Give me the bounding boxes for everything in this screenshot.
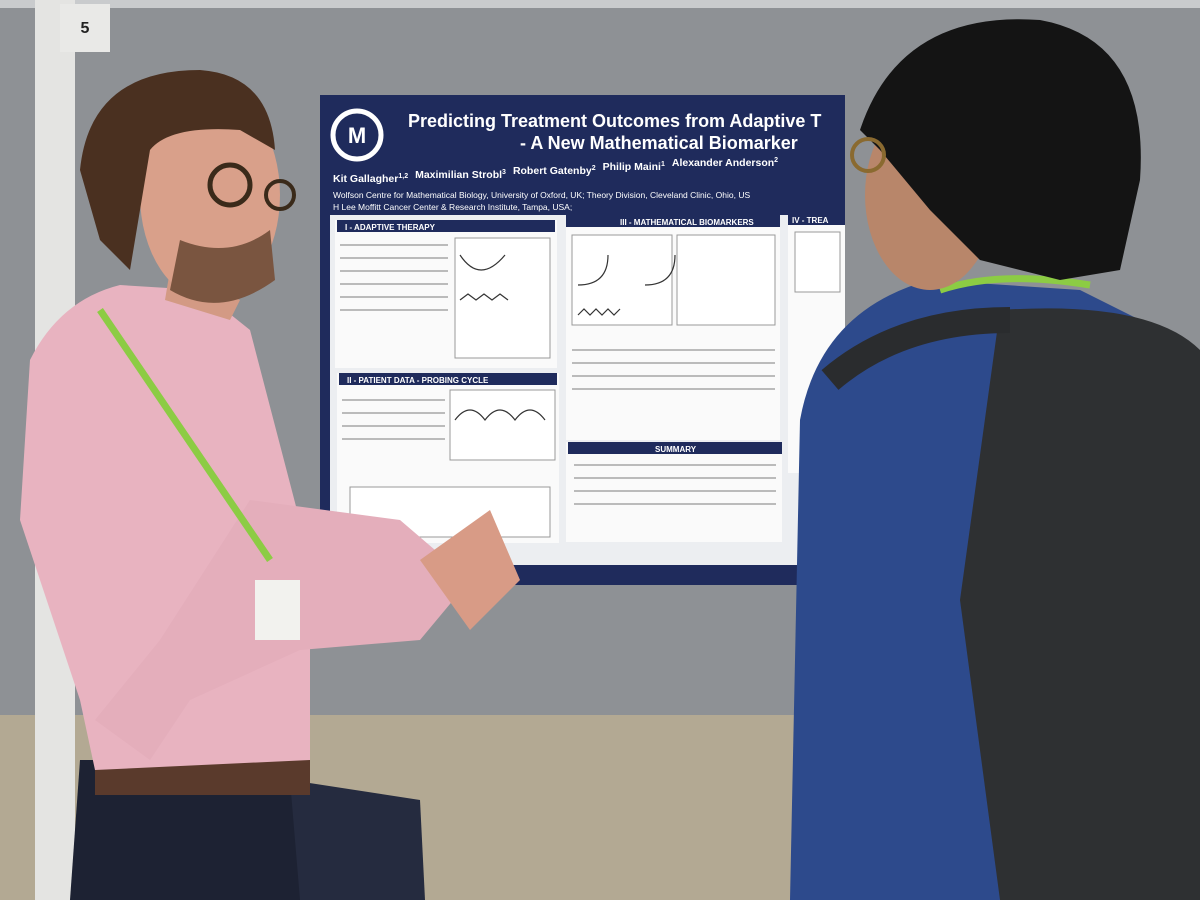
affiliation: H Lee Moffitt Cancer Center & Research I… — [333, 202, 572, 212]
board-number: 5 — [81, 20, 90, 37]
author-affiliation-mark: 1 — [661, 161, 665, 168]
author-affiliation-mark: 1,2 — [398, 173, 408, 180]
poster-curves — [454, 254, 676, 421]
author-name: Maximilian Strobl — [415, 169, 502, 181]
poster-plots — [349, 231, 841, 538]
visitor — [790, 19, 1200, 900]
author-name: Robert Gatenby — [513, 165, 592, 177]
section-header: IV - TREA — [792, 216, 829, 225]
author-affiliation-mark: 2 — [592, 165, 596, 172]
section-header: SUMMARY — [655, 445, 697, 454]
authors: Kit Gallagher1,2 Maximilian Strobl3 Robert… — [333, 157, 778, 185]
logo — [330, 108, 384, 162]
section-header-bar — [568, 442, 782, 454]
poster-text-lines — [340, 244, 776, 505]
section-header: III - MATHEMATICAL BIOMARKERS — [620, 218, 754, 227]
board-number-card — [60, 4, 110, 52]
section-header-bar — [566, 215, 780, 227]
author-affiliation-mark: 2 — [774, 157, 778, 164]
section-header-bar — [337, 220, 555, 232]
author-name: Kit Gallagher — [333, 173, 398, 185]
author-affiliation-mark: 3 — [502, 169, 506, 176]
presenter — [20, 70, 520, 900]
section-header-bar — [788, 213, 845, 225]
section-header: I - ADAPTIVE THERAPY — [345, 223, 436, 232]
board-edge — [0, 0, 1200, 8]
affiliation: Wolfson Centre for Mathematical Biology,… — [333, 190, 750, 200]
poster-subtitle: - A New Mathematical Biomarker — [520, 133, 798, 153]
poster-title: Predicting Treatment Outcomes from Adapt… — [408, 111, 821, 131]
logo-mark: M — [348, 123, 366, 148]
author-name: Philip Maini — [603, 161, 661, 173]
author-name: Alexander Anderson — [672, 157, 774, 169]
section-header: II - PATIENT DATA - PROBING CYCLE — [347, 376, 489, 385]
poster: M Predicting Treatment Outcomes from Ada… — [320, 95, 845, 585]
section-header-bar — [339, 373, 557, 385]
